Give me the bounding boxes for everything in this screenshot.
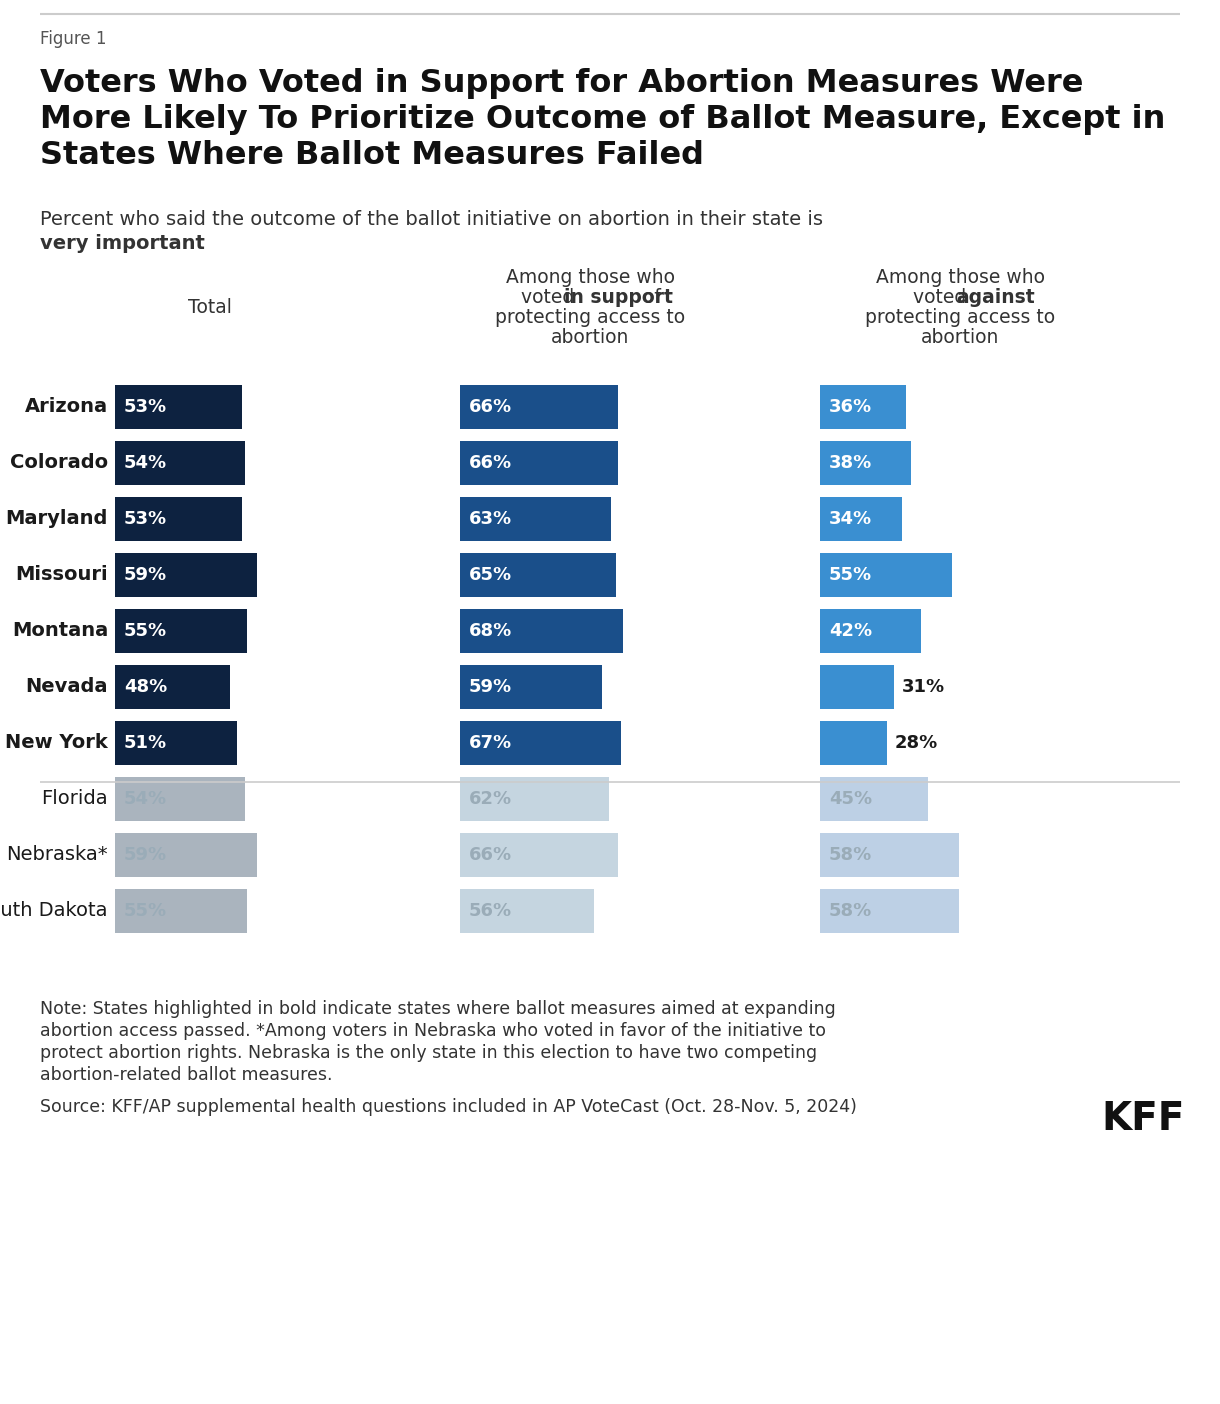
Text: Among those who: Among those who bbox=[505, 268, 675, 286]
Text: 28%: 28% bbox=[894, 734, 937, 753]
Text: abortion: abortion bbox=[921, 329, 999, 347]
Bar bbox=[115, 553, 256, 597]
Text: 55%: 55% bbox=[124, 901, 167, 920]
Text: 48%: 48% bbox=[124, 678, 167, 696]
Bar bbox=[820, 722, 887, 765]
Text: 45%: 45% bbox=[830, 790, 872, 807]
Bar bbox=[820, 441, 911, 484]
Bar bbox=[460, 722, 621, 765]
Text: Percent who said the outcome of the ballot initiative on abortion in their state: Percent who said the outcome of the ball… bbox=[40, 211, 824, 229]
Bar bbox=[460, 889, 594, 934]
Bar bbox=[115, 497, 243, 541]
Text: Maryland: Maryland bbox=[6, 510, 109, 528]
Text: protecting access to: protecting access to bbox=[495, 307, 686, 327]
Bar bbox=[115, 833, 256, 878]
Text: 54%: 54% bbox=[124, 453, 167, 472]
Bar bbox=[820, 385, 906, 430]
Text: very important: very important bbox=[40, 234, 205, 253]
Bar bbox=[460, 833, 619, 878]
Text: abortion-related ballot measures.: abortion-related ballot measures. bbox=[40, 1066, 333, 1084]
Text: Missouri: Missouri bbox=[16, 566, 109, 584]
Bar bbox=[820, 665, 894, 709]
Text: Florida: Florida bbox=[41, 789, 109, 809]
Text: 63%: 63% bbox=[468, 510, 512, 528]
Bar bbox=[115, 609, 246, 653]
Bar bbox=[460, 609, 623, 653]
Text: 66%: 66% bbox=[468, 397, 512, 416]
Text: More Likely To Prioritize Outcome of Ballot Measure, Except in: More Likely To Prioritize Outcome of Bal… bbox=[40, 104, 1165, 135]
Text: 58%: 58% bbox=[830, 847, 872, 863]
Text: Montana: Montana bbox=[12, 622, 109, 640]
Text: 65%: 65% bbox=[468, 566, 512, 584]
Text: voted: voted bbox=[913, 288, 972, 307]
Text: 54%: 54% bbox=[124, 790, 167, 807]
Text: voted: voted bbox=[521, 288, 579, 307]
Bar bbox=[460, 665, 601, 709]
Text: Colorado: Colorado bbox=[10, 453, 109, 473]
Bar bbox=[820, 497, 902, 541]
Text: 38%: 38% bbox=[830, 453, 872, 472]
Text: 53%: 53% bbox=[124, 397, 167, 416]
Bar bbox=[820, 833, 959, 878]
Text: 68%: 68% bbox=[468, 622, 512, 640]
Bar bbox=[460, 776, 609, 821]
Text: against: against bbox=[956, 288, 1035, 307]
Text: Among those who: Among those who bbox=[876, 268, 1044, 286]
Bar bbox=[115, 665, 231, 709]
Text: Voters Who Voted in Support for Abortion Measures Were: Voters Who Voted in Support for Abortion… bbox=[40, 67, 1083, 100]
Text: 55%: 55% bbox=[830, 566, 872, 584]
Text: 36%: 36% bbox=[830, 397, 872, 416]
Bar bbox=[820, 609, 921, 653]
Text: 66%: 66% bbox=[468, 453, 512, 472]
Bar bbox=[820, 889, 959, 934]
Text: 56%: 56% bbox=[468, 901, 512, 920]
Text: 58%: 58% bbox=[830, 901, 872, 920]
Text: 34%: 34% bbox=[830, 510, 872, 528]
Text: 42%: 42% bbox=[830, 622, 872, 640]
Text: Figure 1: Figure 1 bbox=[40, 29, 106, 48]
Text: 67%: 67% bbox=[468, 734, 512, 753]
Text: 55%: 55% bbox=[124, 622, 167, 640]
Text: States Where Ballot Measures Failed: States Where Ballot Measures Failed bbox=[40, 140, 704, 171]
Text: protecting access to: protecting access to bbox=[865, 307, 1055, 327]
Text: Nebraska*: Nebraska* bbox=[6, 845, 109, 865]
Bar bbox=[115, 889, 246, 934]
Text: KFF: KFF bbox=[1102, 1099, 1185, 1139]
Text: Arizona: Arizona bbox=[24, 397, 109, 417]
Text: Nevada: Nevada bbox=[26, 678, 109, 696]
Text: Note: States highlighted in bold indicate states where ballot measures aimed at : Note: States highlighted in bold indicat… bbox=[40, 1000, 836, 1018]
Text: of: of bbox=[637, 288, 661, 307]
Text: abortion: abortion bbox=[550, 329, 630, 347]
Text: South Dakota: South Dakota bbox=[0, 901, 109, 921]
Text: Source: KFF/AP supplemental health questions included in AP VoteCast (Oct. 28-No: Source: KFF/AP supplemental health quest… bbox=[40, 1098, 856, 1116]
Bar bbox=[115, 722, 238, 765]
Bar bbox=[460, 497, 611, 541]
Bar bbox=[820, 776, 928, 821]
Bar bbox=[115, 385, 243, 430]
Text: Total: Total bbox=[188, 298, 232, 317]
Text: in support: in support bbox=[565, 288, 673, 307]
Bar bbox=[460, 385, 619, 430]
Bar bbox=[460, 553, 616, 597]
Text: 59%: 59% bbox=[468, 678, 512, 696]
Bar bbox=[115, 776, 244, 821]
Bar bbox=[820, 553, 952, 597]
Text: protect abortion rights. Nebraska is the only state in this election to have two: protect abortion rights. Nebraska is the… bbox=[40, 1045, 817, 1061]
Text: 31%: 31% bbox=[902, 678, 944, 696]
Text: 59%: 59% bbox=[124, 566, 167, 584]
Text: 53%: 53% bbox=[124, 510, 167, 528]
Text: :: : bbox=[150, 234, 156, 253]
Text: 66%: 66% bbox=[468, 847, 512, 863]
Text: 51%: 51% bbox=[124, 734, 167, 753]
Bar bbox=[460, 441, 619, 484]
Text: 62%: 62% bbox=[468, 790, 512, 807]
Text: abortion access passed. *Among voters in Nebraska who voted in favor of the init: abortion access passed. *Among voters in… bbox=[40, 1022, 826, 1040]
Text: 59%: 59% bbox=[124, 847, 167, 863]
Bar bbox=[115, 441, 244, 484]
Text: New York: New York bbox=[5, 733, 109, 753]
